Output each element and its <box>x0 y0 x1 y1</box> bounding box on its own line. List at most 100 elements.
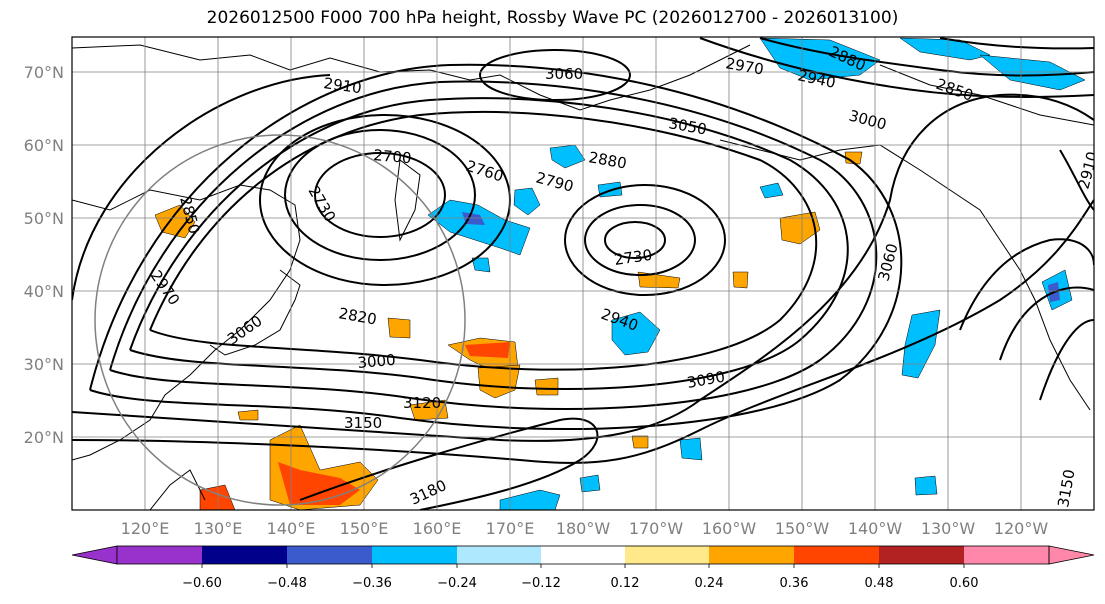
coastline-japan <box>209 269 301 356</box>
contour-label: 3000 <box>357 351 397 372</box>
anomaly-shading <box>154 37 1086 510</box>
anomaly-neg-region <box>759 182 784 199</box>
anomaly-neg-region <box>679 437 703 461</box>
anomaly-pos-region <box>631 435 649 449</box>
contour-line <box>299 417 599 510</box>
contour-line <box>564 184 726 296</box>
contour-label: 3120 <box>403 394 441 412</box>
contour-label: 3060 <box>545 65 583 83</box>
anomaly-pos-region <box>732 271 749 289</box>
anomaly-pos-region <box>477 364 521 399</box>
lon-label: 130°E <box>194 519 243 538</box>
lon-label: 160°E <box>413 519 462 538</box>
longitude-labels: 120°E 130°E 140°E 150°E 160°E 170°E 180°… <box>121 519 1049 538</box>
lon-label: 130°W <box>921 519 976 538</box>
lon-label: 170°E <box>486 519 535 538</box>
colorbar-segment <box>457 546 541 564</box>
contour-line <box>699 37 1094 98</box>
lon-label: 140°E <box>267 519 316 538</box>
coastline-siberia <box>72 44 751 111</box>
lat-label: 40°N <box>24 282 64 301</box>
contour-label: 3150 <box>344 414 382 432</box>
anomaly-pos-region <box>779 211 821 245</box>
colorbar-tick-label: 0.48 <box>865 576 894 591</box>
contour-line <box>939 37 1094 50</box>
anomaly-neg-region <box>549 144 586 169</box>
anomaly-neg-region <box>611 311 661 356</box>
colorbar-segment <box>372 546 457 564</box>
contour-line <box>604 221 666 259</box>
map-title: 2026012500 F000 700 hPa height, Rossby W… <box>206 8 899 28</box>
colorbar-frame <box>116 545 1050 565</box>
colorbar-tick-label: −0.24 <box>437 576 477 591</box>
lon-label: 140°W <box>848 519 903 538</box>
colorbar-tick-label: −0.12 <box>521 576 561 591</box>
height-contours <box>72 37 1094 510</box>
anomaly-pos-core <box>465 342 510 358</box>
lat-label: 60°N <box>24 136 64 155</box>
colorbar-segment <box>541 546 625 564</box>
contour-line <box>1059 149 1094 211</box>
anomaly-neg-region <box>427 199 531 256</box>
contour-line <box>89 63 903 431</box>
colorbar-segment <box>287 546 372 564</box>
contour-line <box>584 204 696 276</box>
lon-label: 150°E <box>340 519 389 538</box>
region-circle <box>94 134 466 506</box>
map-frame <box>71 36 1095 511</box>
contour-line <box>999 286 1094 361</box>
anomaly-pos-region <box>844 151 863 165</box>
map-panel: 3060 2970 2940 2880 2910 2700 2760 2790 … <box>71 36 1095 511</box>
lat-label: 70°N <box>24 63 64 82</box>
lon-label: 120°E <box>121 519 170 538</box>
anomaly-pos-region <box>534 377 559 396</box>
coastline-north-america <box>719 139 1091 411</box>
contour-line <box>149 111 818 371</box>
anomaly-neg-region <box>759 37 881 81</box>
anomaly-pos-core <box>278 462 360 505</box>
colorbar-tick-label: −0.48 <box>267 576 307 591</box>
anomaly-neg-region <box>579 474 601 493</box>
lat-label: 30°N <box>24 355 64 374</box>
colorbar-segment <box>879 546 964 564</box>
coastline-kamchatka <box>394 159 421 242</box>
colorbar-tick-label: 0.24 <box>695 576 724 591</box>
contour-line <box>759 37 1094 77</box>
anomaly-neg-region <box>901 309 941 379</box>
colorbar-tick-label: 0.60 <box>950 576 979 591</box>
contour-line <box>959 238 1094 331</box>
contour-label: 2910 <box>322 74 362 97</box>
colorbar-segment <box>625 546 709 564</box>
contour-line <box>479 49 631 101</box>
anomaly-pos-region <box>387 317 411 339</box>
contour-label: 2730 <box>613 246 653 269</box>
anomaly-neg-region <box>513 187 541 216</box>
lon-label: 160°W <box>702 519 757 538</box>
lon-label: 180°W <box>556 519 611 538</box>
colorbar-segment <box>709 546 794 564</box>
contour-line <box>314 152 446 238</box>
colorbar-segment <box>202 546 287 564</box>
colorbar-extend-low <box>71 545 118 565</box>
contour-line <box>109 80 878 411</box>
lon-label: 170°W <box>629 519 684 538</box>
lat-label: 20°N <box>24 428 64 447</box>
anomaly-pos-region <box>154 204 196 239</box>
colorbar-tick-label: 0.36 <box>780 576 809 591</box>
lon-label: 120°W <box>994 519 1049 538</box>
anomaly-neg-region <box>499 489 561 510</box>
colorbar-ticks <box>201 564 965 568</box>
contour-line <box>284 129 476 261</box>
contour-line <box>1039 319 1094 401</box>
gridlines <box>72 37 1094 510</box>
colorbar-segment <box>117 546 202 564</box>
anomaly-neg-region <box>914 475 938 496</box>
colorbar: −0.60 −0.48 −0.36 −0.24 −0.12 0.12 0.24 … <box>71 545 1095 591</box>
contour-label: 2700 <box>373 146 413 167</box>
colorbar-segment <box>794 546 879 564</box>
colorbar-tick-label: −0.60 <box>182 576 222 591</box>
anomaly-pos-region <box>237 409 259 421</box>
contour-line <box>72 199 1094 464</box>
colorbar-segment <box>964 546 1049 564</box>
